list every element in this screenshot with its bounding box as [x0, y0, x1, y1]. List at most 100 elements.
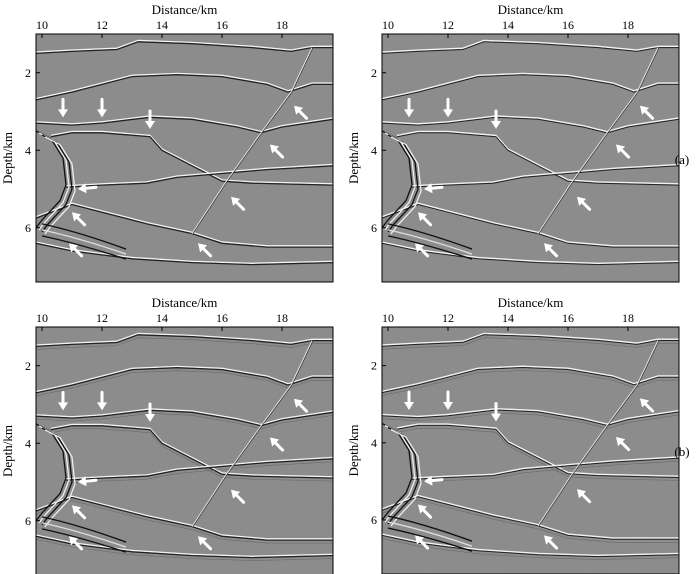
annotation-arrow-icon: [145, 402, 155, 422]
reflector-dark: [36, 496, 333, 541]
annotation-arrow-icon: [294, 398, 309, 413]
reflector-dark: [36, 242, 333, 266]
reflector-ripple: [36, 337, 333, 350]
reflector-light: [65, 456, 333, 480]
row-label-a: (a): [675, 152, 689, 167]
reflector-light: [382, 533, 679, 557]
y-tick-label: 6: [371, 513, 377, 527]
annotation-arrow-icon: [418, 504, 433, 519]
x-tick-label: 12: [442, 18, 454, 32]
y-axis-label: Depth/km: [0, 425, 15, 477]
y-tick-label: 4: [371, 436, 377, 450]
x-tick-label: 12: [96, 311, 108, 325]
y-tick-label: 2: [25, 66, 31, 80]
reflector-dark: [36, 367, 333, 394]
row-label-b: (b): [674, 444, 689, 459]
y-tick-label: 4: [25, 436, 31, 450]
reflector-light: [396, 423, 679, 477]
fault-line-dark: [538, 340, 660, 526]
reflector-ripple: [36, 539, 333, 561]
x-tick-label: 18: [276, 311, 288, 325]
reflector-ripple: [396, 428, 679, 481]
annotation-arrow-icon: [404, 97, 414, 118]
annotation-arrow-icon: [72, 212, 87, 227]
reflector-light: [411, 456, 679, 479]
reflector-light: [382, 202, 679, 247]
x-tick-label: 14: [156, 18, 168, 32]
reflector-dark: [36, 203, 333, 248]
dipping-event: [41, 522, 127, 548]
reflector-ripple: [36, 500, 333, 544]
annotation-arrow-icon: [69, 243, 84, 258]
x-tick-label: 10: [36, 311, 48, 325]
fault-line: [537, 340, 659, 527]
annotation-arrow-icon: [97, 97, 107, 118]
reflector-light: [382, 72, 679, 100]
reflector-dark: [396, 132, 679, 186]
reflector-dark: [36, 334, 333, 348]
x-tick-label: 14: [502, 18, 514, 32]
y-axis-label: Depth/km: [346, 425, 361, 477]
reflector-light: [36, 408, 333, 426]
x-axis-label: Distance/km: [498, 295, 564, 310]
panel-frame: [381, 33, 680, 283]
annotation-arrow-icon: [424, 475, 444, 486]
reflector-dark: [36, 409, 333, 427]
x-tick-label: 12: [96, 18, 108, 32]
annotation-arrow-icon: [616, 436, 631, 452]
annotation-arrow-icon: [491, 402, 501, 422]
reflector-light: [382, 494, 679, 539]
reflector-dark: [382, 74, 679, 101]
reflector-light: [50, 423, 333, 478]
reflector-light: [36, 115, 333, 133]
annotation-arrow-icon: [424, 183, 444, 194]
seismic-panel-1: Distance/km 10 12 14 16 18 2 4 6 Depth/km: [346, 2, 680, 283]
reflector-light: [36, 534, 333, 558]
reflector-ripple: [382, 337, 679, 350]
row-labels-layer: (a) (b): [674, 152, 689, 459]
y-axis-label: Depth/km: [346, 132, 361, 184]
fault-line: [537, 47, 659, 234]
annotation-arrow-icon: [640, 105, 655, 120]
reflector-dark: [382, 366, 679, 394]
x-tick-label: 18: [622, 18, 634, 32]
annotation-arrow-icon: [616, 144, 631, 159]
reflector-light: [36, 495, 333, 540]
y-tick-label: 6: [25, 514, 31, 528]
annotation-arrow-icon: [418, 212, 433, 227]
fault-line-dark: [192, 47, 314, 234]
annotation-arrow-icon: [577, 196, 592, 211]
reflector-ripple: [382, 538, 679, 560]
annotation-arrow-icon: [544, 535, 559, 550]
annotation-arrow-icon: [72, 505, 87, 520]
reflector-light: [411, 163, 679, 187]
reflector-light: [396, 130, 679, 185]
y-tick-label: 2: [371, 66, 377, 80]
dipping-event: [387, 527, 473, 552]
reflector-light: [36, 365, 333, 393]
reflector-light: [36, 332, 333, 346]
y-tick-label: 2: [25, 359, 31, 373]
y-tick-label: 4: [371, 143, 377, 157]
reflector-light: [382, 407, 679, 425]
annotation-arrow-icon: [270, 144, 285, 159]
reflector-dark: [36, 116, 333, 134]
reflector-dark: [411, 165, 679, 188]
panel-reflectors: [382, 332, 679, 560]
annotation-arrow-icon: [58, 97, 68, 118]
fault-line-dark: [538, 47, 660, 234]
annotation-arrow-icon: [415, 535, 430, 550]
seismic-panel-0: Distance/km 10 12 14 16 18 2 4 6 Depth/km: [0, 2, 334, 283]
reflector-dark: [382, 41, 679, 54]
reflector-dark: [382, 409, 679, 426]
x-tick-label: 16: [562, 311, 574, 325]
x-tick-label: 14: [502, 311, 514, 325]
x-axis-label: Distance/km: [498, 2, 564, 17]
x-tick-label: 16: [216, 18, 228, 32]
y-tick-label: 4: [25, 143, 31, 157]
reflector-ripple: [36, 370, 333, 397]
y-tick-label: 2: [371, 359, 377, 373]
x-tick-label: 14: [156, 311, 168, 325]
reflector-dark: [65, 165, 333, 188]
